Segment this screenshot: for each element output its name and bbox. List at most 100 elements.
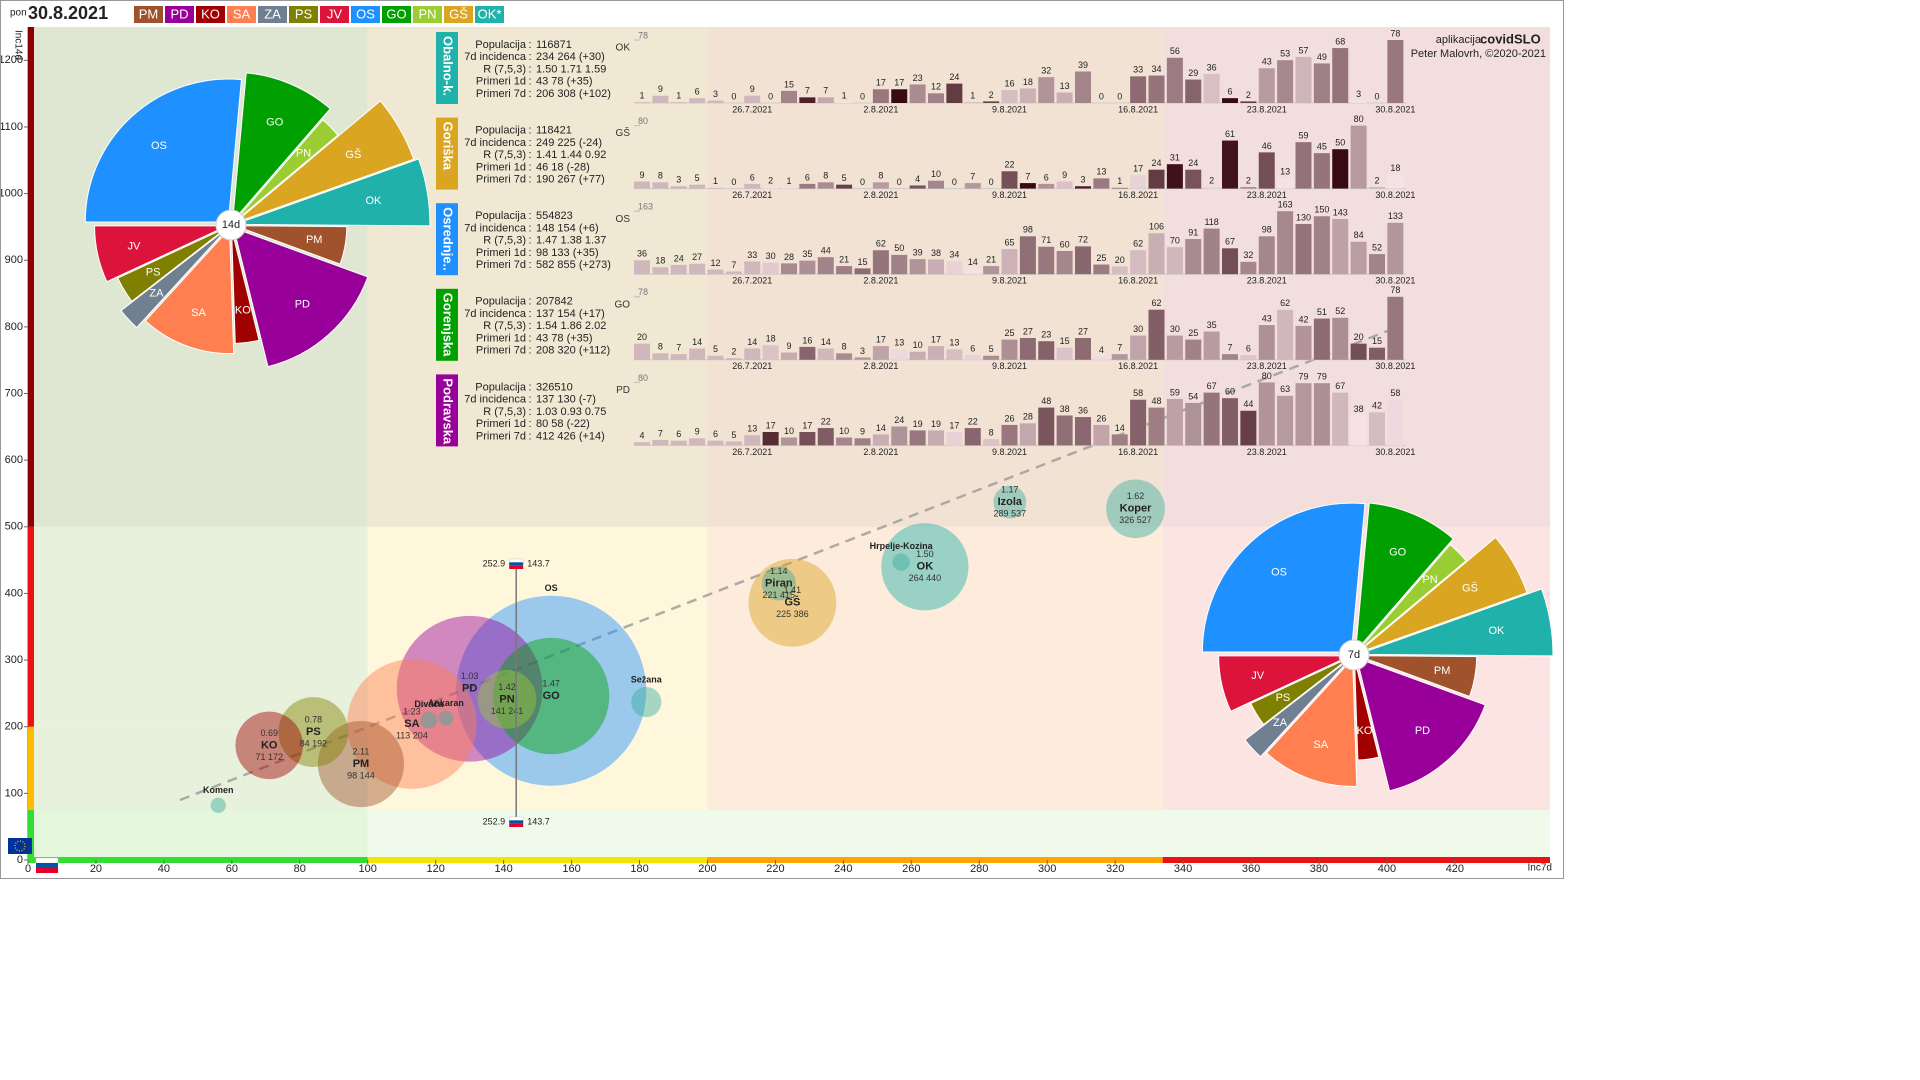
bubble-name: Divača — [414, 699, 444, 709]
pie-label: SA — [1313, 739, 1328, 751]
bar — [707, 440, 724, 446]
region-code: OS — [616, 214, 631, 225]
bar — [1001, 90, 1018, 103]
bar-value-label: 45 — [1317, 142, 1327, 152]
info-sep: : — [528, 76, 531, 88]
bar-value-label: 2 — [1374, 175, 1379, 185]
bar — [854, 268, 871, 275]
bar-value-label: 20 — [637, 332, 647, 342]
bar-value-label: 15 — [784, 79, 794, 89]
pie-label: PD — [1415, 725, 1430, 737]
info-value: 582 855 (+273) — [536, 259, 611, 271]
bar — [891, 254, 908, 275]
x-tick-label: 23.8.2021 — [1247, 104, 1287, 114]
x-tick-label: 26.7.2021 — [732, 447, 772, 457]
bar — [928, 430, 944, 446]
y-tick-label: 700 — [5, 387, 23, 399]
pie-label: GŠ — [1462, 582, 1478, 595]
eu-flag — [8, 838, 32, 854]
pie-sector — [1265, 657, 1358, 787]
bubble-name: GŠ — [784, 596, 800, 609]
info-label: 7d incidenca — [464, 308, 527, 320]
info-value: 43 78 (+35) — [536, 332, 593, 344]
bar — [909, 185, 926, 189]
bar-value-label: 7 — [970, 171, 975, 181]
x-tick-label: 220 — [766, 863, 784, 875]
region-code: GŠ — [616, 126, 631, 139]
bar-value-label: 14 — [692, 337, 702, 347]
x-tick-label: 23.8.2021 — [1247, 276, 1287, 286]
bubble — [278, 697, 349, 767]
y-tick-label: 1000 — [0, 188, 23, 200]
bubble-r-label: 1.14 — [770, 566, 788, 576]
bar — [781, 437, 797, 446]
info-label: Populacija — [475, 381, 527, 393]
bar — [909, 259, 926, 275]
bar-value-label: 17 — [894, 78, 904, 88]
bar-value-label: 2 — [1246, 90, 1251, 100]
bubble-r-label: 2.11 — [353, 746, 370, 756]
info-label: Populacija — [475, 39, 527, 51]
pie-sector — [1250, 656, 1351, 726]
pie-label: OS — [151, 140, 167, 152]
bar-value-label: 6 — [970, 343, 975, 353]
x-tick-label: 26.7.2021 — [732, 104, 772, 114]
x-tick-label: 320 — [1106, 863, 1124, 875]
bar — [909, 84, 926, 103]
bar — [1038, 341, 1055, 360]
bar-value-label: 79 — [1317, 372, 1327, 382]
y-tick-label: 500 — [5, 521, 23, 533]
bar — [689, 438, 706, 446]
bar — [634, 260, 650, 275]
bar-value-label: 118 — [1204, 217, 1218, 227]
info-label: Primeri 1d — [476, 418, 526, 430]
bar — [634, 343, 650, 360]
bar — [1350, 415, 1367, 446]
legend-label: PM — [139, 6, 159, 21]
bar-value-label: 58 — [1390, 388, 1400, 398]
bar-value-label: 57 — [1298, 45, 1308, 55]
bar-value-label: 0 — [731, 177, 736, 187]
chart-layer: PM PD KO SA ZA PS JV OS GO PN GŠ OK*0 20 40 60 80 100 120… — [0, 6, 1554, 875]
x-tick-label: 26.7.2021 — [732, 190, 772, 200]
info-value: 137 154 (+17) — [536, 308, 605, 320]
bar-value-label: 1 — [842, 91, 847, 101]
bar — [1277, 178, 1294, 189]
bar-value-label: 2 — [989, 90, 994, 100]
bar-value-label: 19 — [913, 419, 923, 429]
bar-value-label: 52 — [1335, 306, 1345, 316]
bar-value-label: 67 — [1207, 381, 1217, 391]
bar-value-label: 60 — [1060, 239, 1070, 249]
info-sep: : — [528, 394, 531, 406]
bar-value-label: 15 — [1060, 336, 1070, 346]
bubble-name: OK — [917, 561, 934, 573]
bar — [817, 348, 834, 360]
bar — [1019, 423, 1036, 446]
zone — [707, 526, 1163, 727]
pie-label: GŠ — [345, 148, 361, 161]
bar-value-label: 8 — [658, 171, 663, 181]
bubble-name: GO — [543, 690, 561, 702]
info-label: R (7,5,3) — [483, 235, 526, 247]
bubble-name: KO — [261, 739, 278, 751]
bar-value-label: 22 — [968, 416, 978, 426]
info-value: 1.41 1.44 0.92 — [536, 149, 606, 161]
bar-value-label: 78 — [1390, 285, 1400, 295]
bar — [1277, 395, 1294, 446]
bar-value-label: 3 — [860, 346, 865, 356]
x-tick-label: 16.8.2021 — [1118, 190, 1158, 200]
bar — [1093, 356, 1110, 360]
bubble — [881, 523, 969, 611]
bar — [1185, 169, 1202, 189]
pie-center — [1338, 639, 1370, 671]
info-value: 190 267 (+77) — [536, 174, 605, 186]
bar — [762, 187, 779, 189]
bar — [670, 440, 687, 446]
bubble — [317, 720, 404, 808]
bar — [1277, 60, 1294, 103]
region-name: Gorenjska — [441, 293, 456, 357]
bar-value-label: 6 — [713, 429, 718, 439]
bubble-r-label: 1.23 — [403, 706, 421, 716]
bar-value-label: 17 — [931, 334, 941, 344]
